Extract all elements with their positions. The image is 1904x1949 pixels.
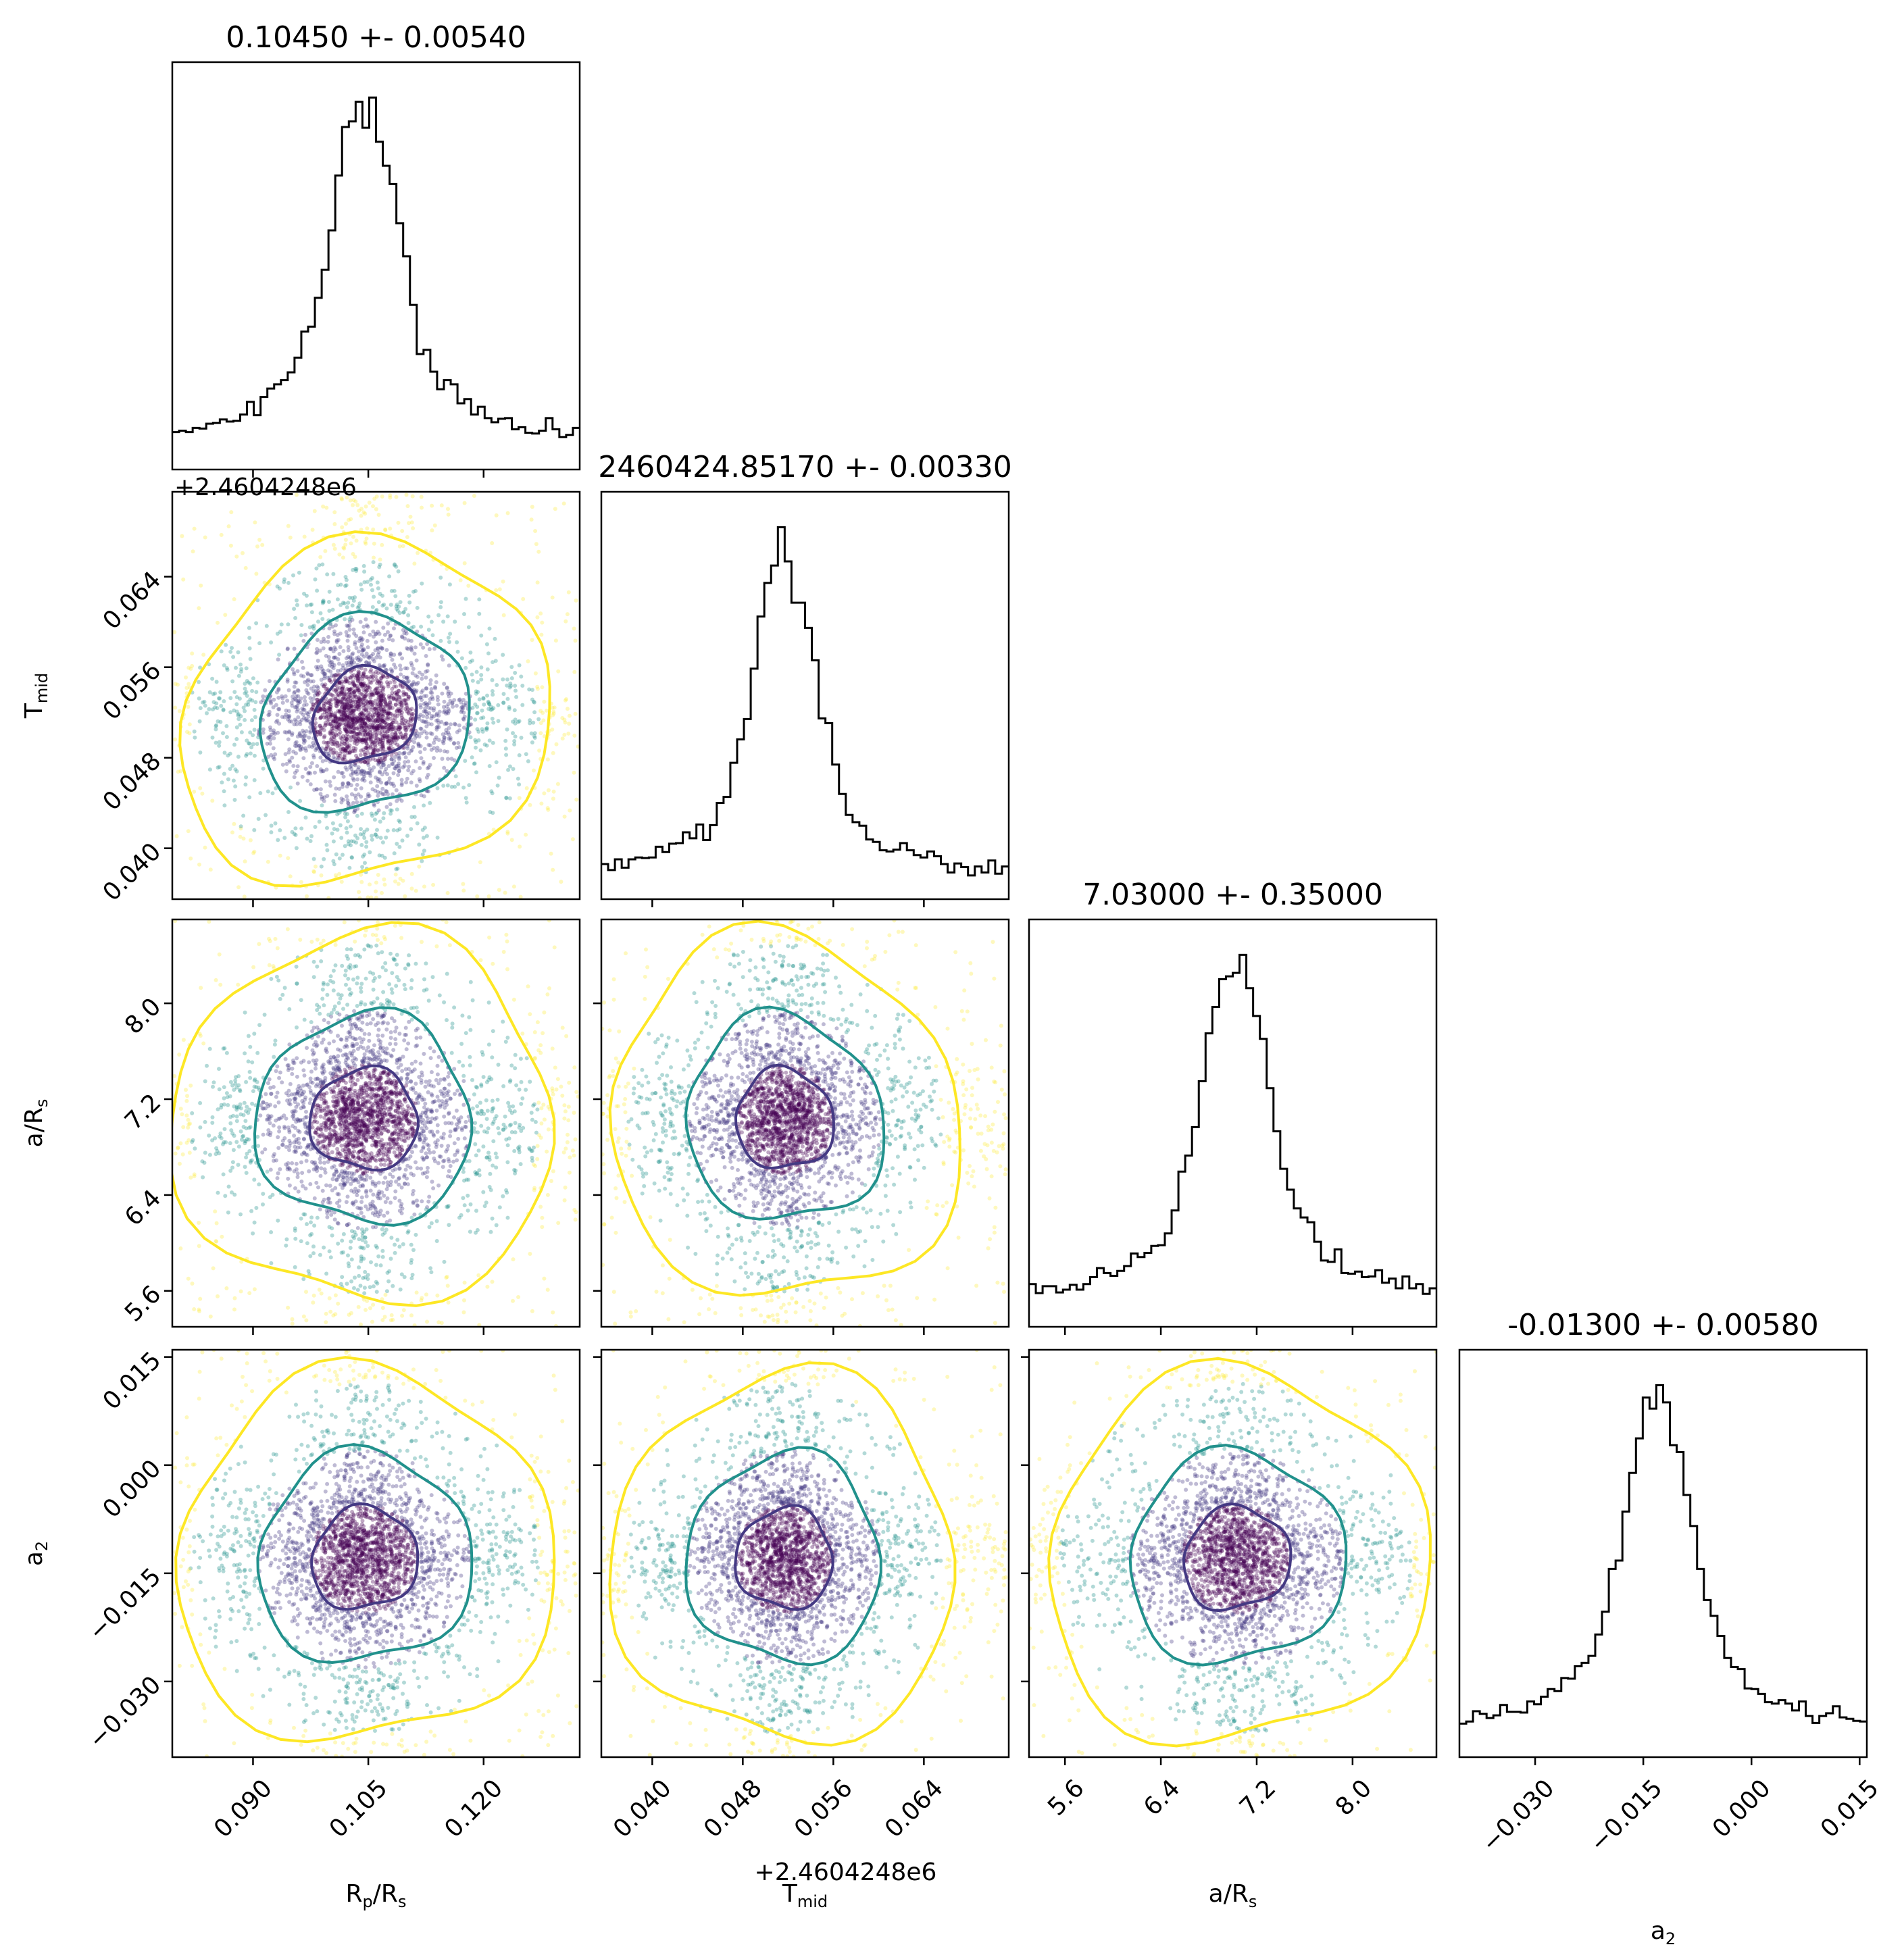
xaxis-label-3: a2 [1651, 1917, 1676, 1948]
contour-3sigma [174, 1356, 556, 1744]
xtick-label: 7.2 [1234, 1774, 1281, 1821]
contour-2sigma [256, 1443, 474, 1665]
xtick-label: −0.015 [1584, 1774, 1668, 1857]
hist-step-1 [601, 526, 1009, 877]
ytick-label: −0.015 [83, 1563, 166, 1646]
xaxis-label-2: a/Rs [1209, 1880, 1257, 1911]
hist-step-2 [1029, 953, 1436, 1295]
xtick-label: 0.064 [880, 1774, 949, 1843]
ytick-label: 0.000 [98, 1454, 167, 1523]
scatter-panel-1-0 [164, 490, 581, 907]
ytick-label: −0.030 [83, 1671, 166, 1754]
contour-1sigma [310, 1502, 420, 1611]
ytick-label: 0.048 [98, 747, 167, 816]
xtick-label: 0.105 [324, 1774, 393, 1843]
xtick-label: −0.030 [1476, 1774, 1559, 1857]
contour-2sigma [684, 1005, 886, 1221]
contour-2sigma [258, 609, 471, 814]
xtick-label: 6.4 [1138, 1774, 1185, 1821]
ytick-label: 7.2 [120, 1088, 166, 1135]
contour-3sigma [178, 530, 551, 888]
ytick-label: 0.040 [98, 838, 167, 907]
hist-frame-1 [600, 490, 1010, 901]
contour-1sigma [734, 1504, 834, 1611]
scatter-panel-2-1 [593, 918, 1010, 1335]
ytick-label: 8.0 [120, 993, 166, 1040]
hist-frame-0 [171, 61, 581, 471]
contour-3sigma [1047, 1357, 1432, 1748]
panel-frame [171, 490, 581, 901]
hist-panel-2: 7.03000 +- 0.35000 [1028, 878, 1438, 1335]
yaxis-label-1: Tmid [20, 673, 51, 719]
contour-3sigma [172, 921, 556, 1307]
contour-3sigma [608, 919, 962, 1297]
panel-frame [171, 1348, 581, 1758]
scatter-panel-3-2 [1021, 1348, 1438, 1765]
contour-1sigma [308, 1064, 420, 1172]
xtick-label: 0.090 [209, 1774, 278, 1843]
contour-2sigma [1128, 1444, 1348, 1667]
panel-frame [1028, 1348, 1438, 1758]
yaxis-label-2: a/Rs [20, 1099, 51, 1148]
contour-2sigma [684, 1446, 882, 1667]
panel-frame [600, 918, 1010, 1328]
hist-title-2: 7.03000 +- 0.35000 [1082, 878, 1383, 912]
xtick-label: 0.120 [439, 1774, 508, 1843]
xtick-label: 0.048 [699, 1774, 768, 1843]
xtick-label: 0.056 [789, 1774, 858, 1843]
xaxis-label-0: Rp/Rs [346, 1880, 407, 1911]
hist-panel-1: 2460424.85170 +- 0.00330 [598, 450, 1012, 907]
contour-2sigma [253, 1006, 474, 1227]
hist-step-3 [1459, 1384, 1867, 1725]
xaxis-label-1: Tmid [782, 1880, 828, 1911]
hist-title-1: 2460424.85170 +- 0.00330 [598, 450, 1012, 484]
ytick-label: 0.015 [98, 1346, 167, 1415]
hist-frame-3 [1458, 1348, 1868, 1758]
hist-frame-2 [1028, 918, 1438, 1328]
yaxis-label-3: a2 [20, 1541, 51, 1566]
ytick-label: 0.064 [98, 566, 167, 635]
xtick-label: 5.6 [1043, 1774, 1089, 1821]
xtick-label: 8.0 [1330, 1774, 1377, 1821]
xtick-label: 0.000 [1707, 1774, 1776, 1843]
scatter-panel-3-0 [164, 1348, 581, 1765]
hist-title-0: 0.10450 +- 0.00540 [226, 20, 526, 55]
panel-frame [171, 918, 581, 1328]
contour-1sigma [311, 663, 418, 765]
contour-1sigma [1182, 1502, 1293, 1613]
contour-1sigma [734, 1063, 835, 1170]
hist-panel-0: 0.10450 +- 0.00540 [171, 20, 581, 478]
scatter-panel-3-1 [593, 1348, 1010, 1765]
offset-text-y: +2.4604248e6 [174, 474, 357, 501]
scatter-panel-2-0 [164, 918, 581, 1335]
hist-step-0 [172, 96, 580, 438]
ytick-label: 6.4 [120, 1184, 166, 1231]
offset-text-x: +2.4604248e6 [755, 1858, 937, 1886]
contour-3sigma [608, 1361, 957, 1747]
ytick-label: 0.056 [98, 657, 167, 726]
ytick-label: 5.6 [120, 1280, 166, 1327]
panel-frame [600, 1348, 1010, 1758]
xtick-label: 0.040 [608, 1774, 677, 1843]
hist-title-3: -0.01300 +- 0.00580 [1507, 1308, 1819, 1342]
xtick-label: 0.015 [1815, 1774, 1884, 1843]
hist-panel-3: -0.01300 +- 0.00580 [1458, 1308, 1868, 1765]
